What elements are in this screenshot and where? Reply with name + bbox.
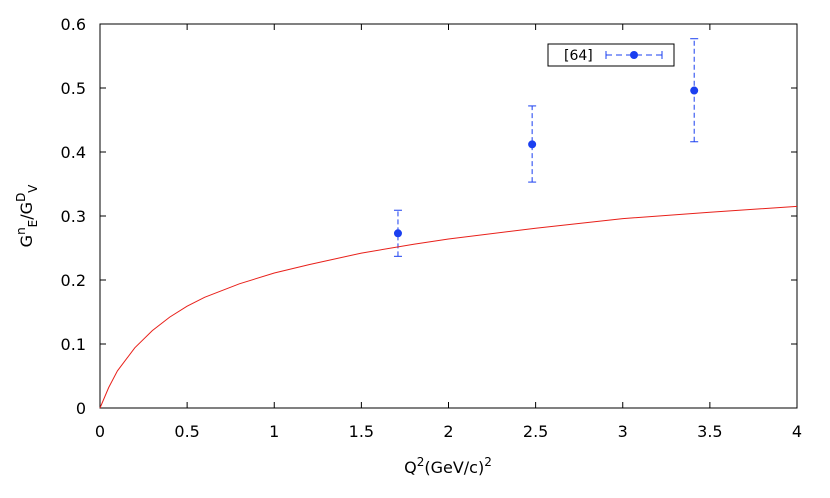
- y-tick-label: 0: [76, 399, 86, 418]
- data-point-group: [690, 38, 699, 143]
- y-tick-label: 0.6: [61, 15, 86, 34]
- x-tick-label: 4: [792, 422, 802, 441]
- y-tick-label: 0.1: [61, 335, 86, 354]
- y-tick-label: 0.5: [61, 79, 86, 98]
- data-point-group: [528, 105, 537, 183]
- legend-point: [630, 51, 638, 59]
- data-point: [393, 229, 402, 238]
- x-tick-label: 2.5: [523, 422, 548, 441]
- x-tick-label: 3.5: [697, 422, 722, 441]
- y-tick-label: 0.3: [61, 207, 86, 226]
- x-tick-label: 2: [443, 422, 453, 441]
- legend-label-64: [64]: [564, 48, 593, 64]
- x-tick-label: 0.5: [174, 422, 199, 441]
- data-point: [528, 140, 537, 149]
- x-tick-label: 3: [618, 422, 628, 441]
- plot-frame: [99, 23, 798, 409]
- x-tick-labels: 0 0.5 1 1.5 2 2.5 3 3.5 4: [95, 422, 802, 441]
- series-layer: [99, 38, 798, 409]
- y-tick-labels: 0 0.1 0.2 0.3 0.4 0.5 0.6: [61, 15, 86, 418]
- axis-ticks: [99, 23, 798, 409]
- x-tick-label: 0: [95, 422, 105, 441]
- x-tick-label: 1: [269, 422, 279, 441]
- model-curve: [99, 205, 798, 409]
- y-tick-label: 0.2: [61, 271, 86, 290]
- x-axis-title: Q2(GeV/c)2: [404, 455, 492, 477]
- data-point: [690, 86, 699, 95]
- x-tick-label: 1.5: [349, 422, 374, 441]
- y-tick-label: 0.4: [61, 143, 86, 162]
- legend-marker: [605, 51, 663, 59]
- data-point-group: [393, 209, 402, 257]
- y-axis-title: GnE/GDV: [14, 184, 40, 247]
- legend: [64]: [547, 43, 675, 67]
